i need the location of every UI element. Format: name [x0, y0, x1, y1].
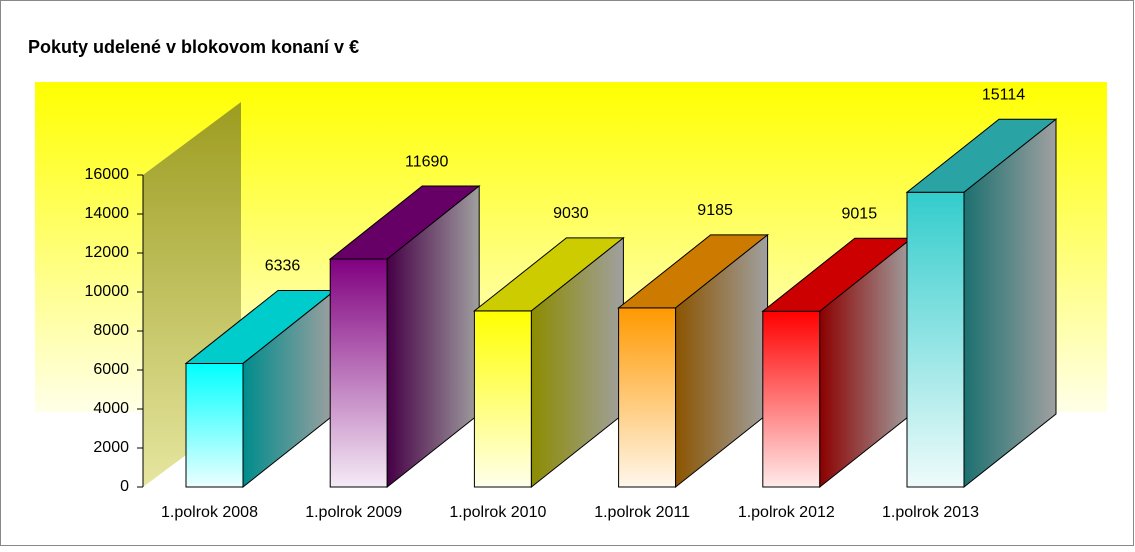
chart-title: Pokuty udelené v blokovom konaní v €: [28, 37, 359, 57]
y-tick-label: 10000: [85, 283, 130, 300]
bar-front: [473, 310, 532, 488]
value-label: 9185: [697, 202, 733, 219]
x-tick-label: 1.polrok 2009: [305, 504, 402, 521]
y-tick-label: 14000: [85, 205, 130, 222]
bar-side: [963, 118, 1057, 489]
x-tick-label: 1.polrok 2013: [882, 504, 979, 521]
y-tick-label: 6000: [93, 361, 129, 378]
y-tick-label: 12000: [85, 244, 130, 261]
value-label: 11690: [405, 153, 448, 170]
bar-front: [185, 362, 244, 488]
value-label: 15114: [982, 86, 1025, 103]
y-tick-label: 8000: [93, 322, 129, 339]
y-tick-label: 16000: [85, 166, 130, 183]
bar-front: [762, 310, 821, 488]
y-tick-label: 0: [120, 478, 129, 495]
x-tick-label: 1.polrok 2010: [449, 504, 546, 521]
y-tick-label: 4000: [93, 400, 129, 417]
x-tick-label: 1.polrok 2012: [738, 504, 835, 521]
x-tick-label: 1.polrok 2011: [594, 504, 690, 521]
bar-front: [906, 191, 965, 488]
bar-front: [329, 258, 388, 488]
value-label: 9015: [842, 205, 878, 222]
bar-front: [618, 307, 677, 488]
x-tick-label: 1.polrok 2008: [161, 504, 258, 521]
value-label: 6336: [265, 258, 301, 275]
value-label: 9030: [553, 205, 589, 222]
y-tick-label: 2000: [93, 439, 129, 456]
